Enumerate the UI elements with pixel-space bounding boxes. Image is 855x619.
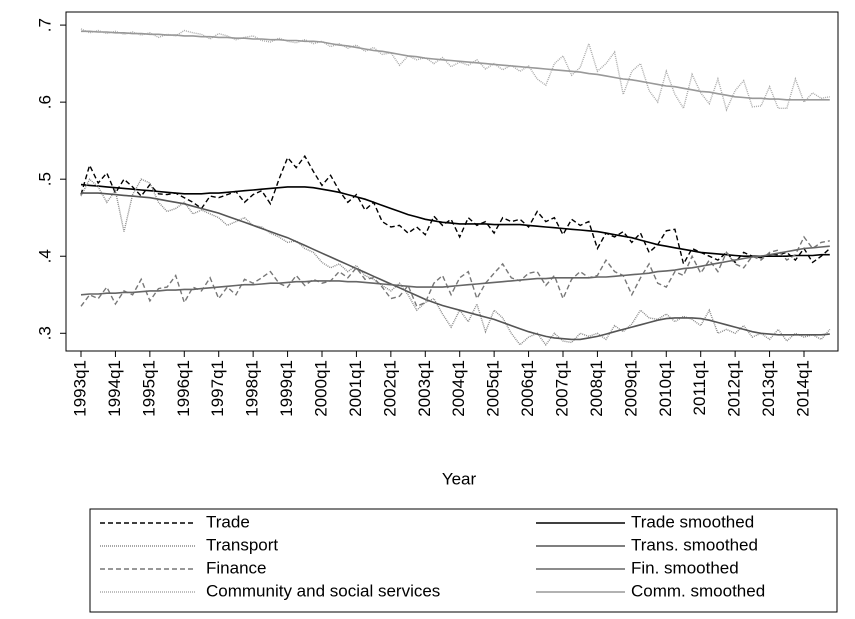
x-axis-label: Year [442, 469, 477, 488]
legend-label: Trans. smoothed [631, 535, 758, 554]
legend-label: Transport [206, 535, 278, 554]
legend-label: Comm. smoothed [631, 581, 765, 600]
x-tick-label: 2004q1 [449, 360, 468, 417]
x-tick-label: 2012q1 [725, 360, 744, 417]
x-tick-label: 1998q1 [243, 360, 262, 417]
y-tick-label: .7 [35, 18, 54, 32]
x-tick-label: 2013q1 [759, 360, 778, 417]
x-tick-label: 2003q1 [415, 360, 434, 417]
x-tick-label: 2006q1 [518, 360, 537, 417]
x-tick-label: 1994q1 [105, 360, 124, 417]
x-tick-label: 2007q1 [552, 360, 571, 417]
legend-label: Finance [206, 558, 266, 577]
x-tick-label: 2000q1 [311, 360, 330, 417]
y-tick-label: .6 [35, 95, 54, 109]
series-line [80, 235, 830, 308]
x-tick-label: 2014q1 [793, 360, 812, 417]
series-line [80, 178, 831, 346]
legend-box [89, 508, 838, 613]
y-tick-label: .5 [35, 172, 54, 186]
series-line [80, 183, 830, 258]
y-tick-label: .3 [35, 326, 54, 340]
series-line [81, 192, 830, 341]
legend-label: Trade [206, 512, 250, 531]
series-line [81, 30, 830, 101]
series-line [80, 154, 831, 266]
series-line [80, 245, 830, 296]
x-tick-label: 2010q1 [656, 360, 675, 417]
x-tick-label: 2009q1 [621, 360, 640, 417]
x-tick-label: 1999q1 [277, 360, 296, 417]
legend-label: Fin. smoothed [631, 558, 739, 577]
x-tick-label: 2001q1 [346, 360, 365, 417]
legend-label: Trade smoothed [631, 512, 754, 531]
x-tick-label: 1993q1 [70, 360, 89, 417]
legend-label: Community and social services [206, 581, 440, 600]
series-line [80, 28, 830, 112]
x-tick-label: 2002q1 [380, 360, 399, 417]
x-tick-label: 2011q1 [690, 360, 709, 415]
plot-frame [65, 11, 839, 352]
x-tick-label: 2008q1 [587, 360, 606, 417]
x-tick-label: 1996q1 [174, 360, 193, 417]
y-tick-label: .4 [35, 249, 54, 263]
x-tick-label: 1997q1 [208, 360, 227, 417]
x-tick-label: 1995q1 [139, 360, 158, 417]
x-tick-label: 2005q1 [484, 360, 503, 417]
